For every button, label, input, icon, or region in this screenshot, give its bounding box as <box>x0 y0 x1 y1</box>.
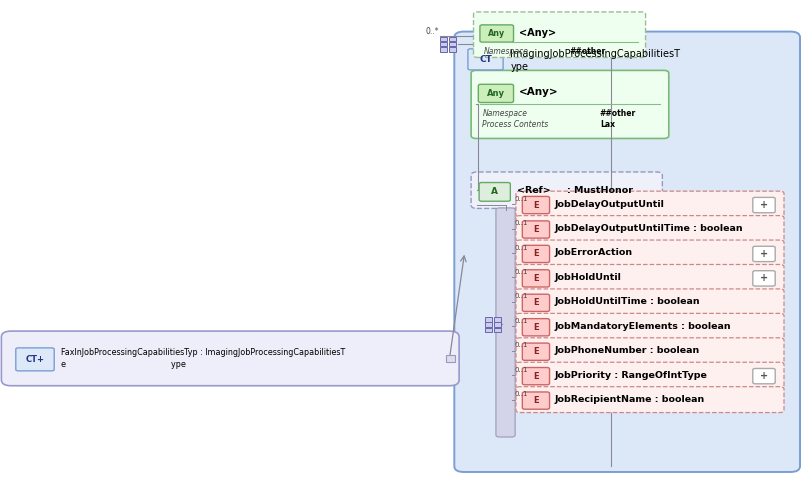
Text: JobPriority : RangeOfIntType: JobPriority : RangeOfIntType <box>553 371 707 380</box>
Bar <box>439 47 447 52</box>
FancyBboxPatch shape <box>521 343 549 361</box>
Text: Process Contents: Process Contents <box>482 120 548 129</box>
Bar <box>484 322 492 327</box>
Text: Any: Any <box>486 89 504 98</box>
Text: E: E <box>533 347 538 356</box>
Text: E: E <box>533 274 538 283</box>
FancyBboxPatch shape <box>521 367 549 385</box>
FancyBboxPatch shape <box>751 368 774 384</box>
Text: <Any>: <Any> <box>518 87 558 97</box>
Bar <box>439 37 447 41</box>
FancyBboxPatch shape <box>473 12 645 57</box>
Text: 0..1: 0..1 <box>514 220 527 226</box>
Bar <box>448 42 456 46</box>
Text: JobDelayOutputUntilTime : boolean: JobDelayOutputUntilTime : boolean <box>553 224 742 233</box>
FancyBboxPatch shape <box>516 362 783 388</box>
Bar <box>493 317 500 321</box>
Text: 0..1: 0..1 <box>514 391 527 397</box>
Text: <Any>: <Any> <box>518 27 556 38</box>
Text: Lax: Lax <box>599 120 614 129</box>
FancyBboxPatch shape <box>516 338 783 364</box>
Text: FaxInJobProcessingCapabilitiesTyp : ImagingJobProcessingCapabilitiesT: FaxInJobProcessingCapabilitiesTyp : Imag… <box>61 348 345 357</box>
Text: +: + <box>759 200 767 210</box>
FancyBboxPatch shape <box>516 387 783 413</box>
Text: +: + <box>759 371 767 381</box>
Text: JobRecipientName : boolean: JobRecipientName : boolean <box>553 395 703 404</box>
Text: +: + <box>759 249 767 259</box>
FancyBboxPatch shape <box>468 49 503 70</box>
FancyBboxPatch shape <box>516 265 783 290</box>
FancyBboxPatch shape <box>751 246 774 262</box>
Text: E: E <box>533 225 538 234</box>
FancyBboxPatch shape <box>516 289 783 315</box>
Text: 0..1: 0..1 <box>514 342 527 348</box>
Text: JobPhoneNumber : boolean: JobPhoneNumber : boolean <box>553 346 699 355</box>
Text: Namespace: Namespace <box>484 47 529 56</box>
Text: A: A <box>491 187 497 196</box>
Text: 0..1: 0..1 <box>514 196 527 201</box>
FancyBboxPatch shape <box>521 319 549 336</box>
Text: CT+: CT+ <box>26 355 44 364</box>
Text: 0..1: 0..1 <box>514 318 527 324</box>
Text: JobErrorAction: JobErrorAction <box>553 249 632 257</box>
FancyBboxPatch shape <box>496 208 515 437</box>
FancyBboxPatch shape <box>516 215 783 241</box>
Text: E: E <box>533 323 538 332</box>
Text: JobHoldUntilTime : boolean: JobHoldUntilTime : boolean <box>553 297 699 307</box>
Bar <box>448 37 456 41</box>
Text: E: E <box>533 298 538 308</box>
Text: Any: Any <box>488 29 504 38</box>
Bar <box>484 328 492 332</box>
Bar <box>493 328 500 332</box>
Bar <box>445 355 455 362</box>
Text: <Ref>     : MustHonor: <Ref> : MustHonor <box>516 186 632 195</box>
Text: JobHoldUntil: JobHoldUntil <box>553 273 621 282</box>
FancyBboxPatch shape <box>521 197 549 214</box>
Text: 0..1: 0..1 <box>514 269 527 275</box>
Text: 0..1: 0..1 <box>514 244 527 251</box>
Text: e                                          ype: e ype <box>61 360 186 369</box>
Text: Namespace: Namespace <box>482 109 527 118</box>
FancyBboxPatch shape <box>751 198 774 213</box>
Text: +: + <box>759 273 767 283</box>
Text: JobDelayOutputUntil: JobDelayOutputUntil <box>553 200 663 209</box>
Bar <box>448 47 456 52</box>
Text: 0..1: 0..1 <box>514 367 527 373</box>
FancyBboxPatch shape <box>521 392 549 409</box>
FancyBboxPatch shape <box>516 191 783 217</box>
FancyBboxPatch shape <box>516 240 783 266</box>
FancyBboxPatch shape <box>454 32 799 472</box>
FancyBboxPatch shape <box>521 221 549 238</box>
FancyBboxPatch shape <box>479 183 510 201</box>
Text: 0..1: 0..1 <box>514 294 527 299</box>
FancyBboxPatch shape <box>751 271 774 286</box>
Text: 0..*: 0..* <box>425 27 439 36</box>
Text: E: E <box>533 201 538 210</box>
Text: CT: CT <box>479 55 492 64</box>
FancyBboxPatch shape <box>478 84 513 103</box>
Text: JobMandatoryElements : boolean: JobMandatoryElements : boolean <box>553 322 730 331</box>
FancyBboxPatch shape <box>516 313 783 339</box>
Text: E: E <box>533 250 538 258</box>
Bar <box>493 322 500 327</box>
Bar <box>484 317 492 321</box>
Bar <box>439 42 447 46</box>
FancyBboxPatch shape <box>521 270 549 287</box>
FancyBboxPatch shape <box>16 348 55 371</box>
FancyBboxPatch shape <box>521 245 549 263</box>
FancyBboxPatch shape <box>2 331 459 386</box>
FancyBboxPatch shape <box>471 70 668 138</box>
Text: ##other: ##other <box>569 47 605 56</box>
Text: ##other: ##other <box>599 109 635 118</box>
FancyBboxPatch shape <box>480 25 513 42</box>
FancyBboxPatch shape <box>471 172 662 208</box>
FancyBboxPatch shape <box>521 294 549 311</box>
Text: E: E <box>533 396 538 405</box>
Text: ImagingJobProcessingCapabilitiesT
ype: ImagingJobProcessingCapabilitiesT ype <box>510 49 679 72</box>
Text: E: E <box>533 372 538 381</box>
